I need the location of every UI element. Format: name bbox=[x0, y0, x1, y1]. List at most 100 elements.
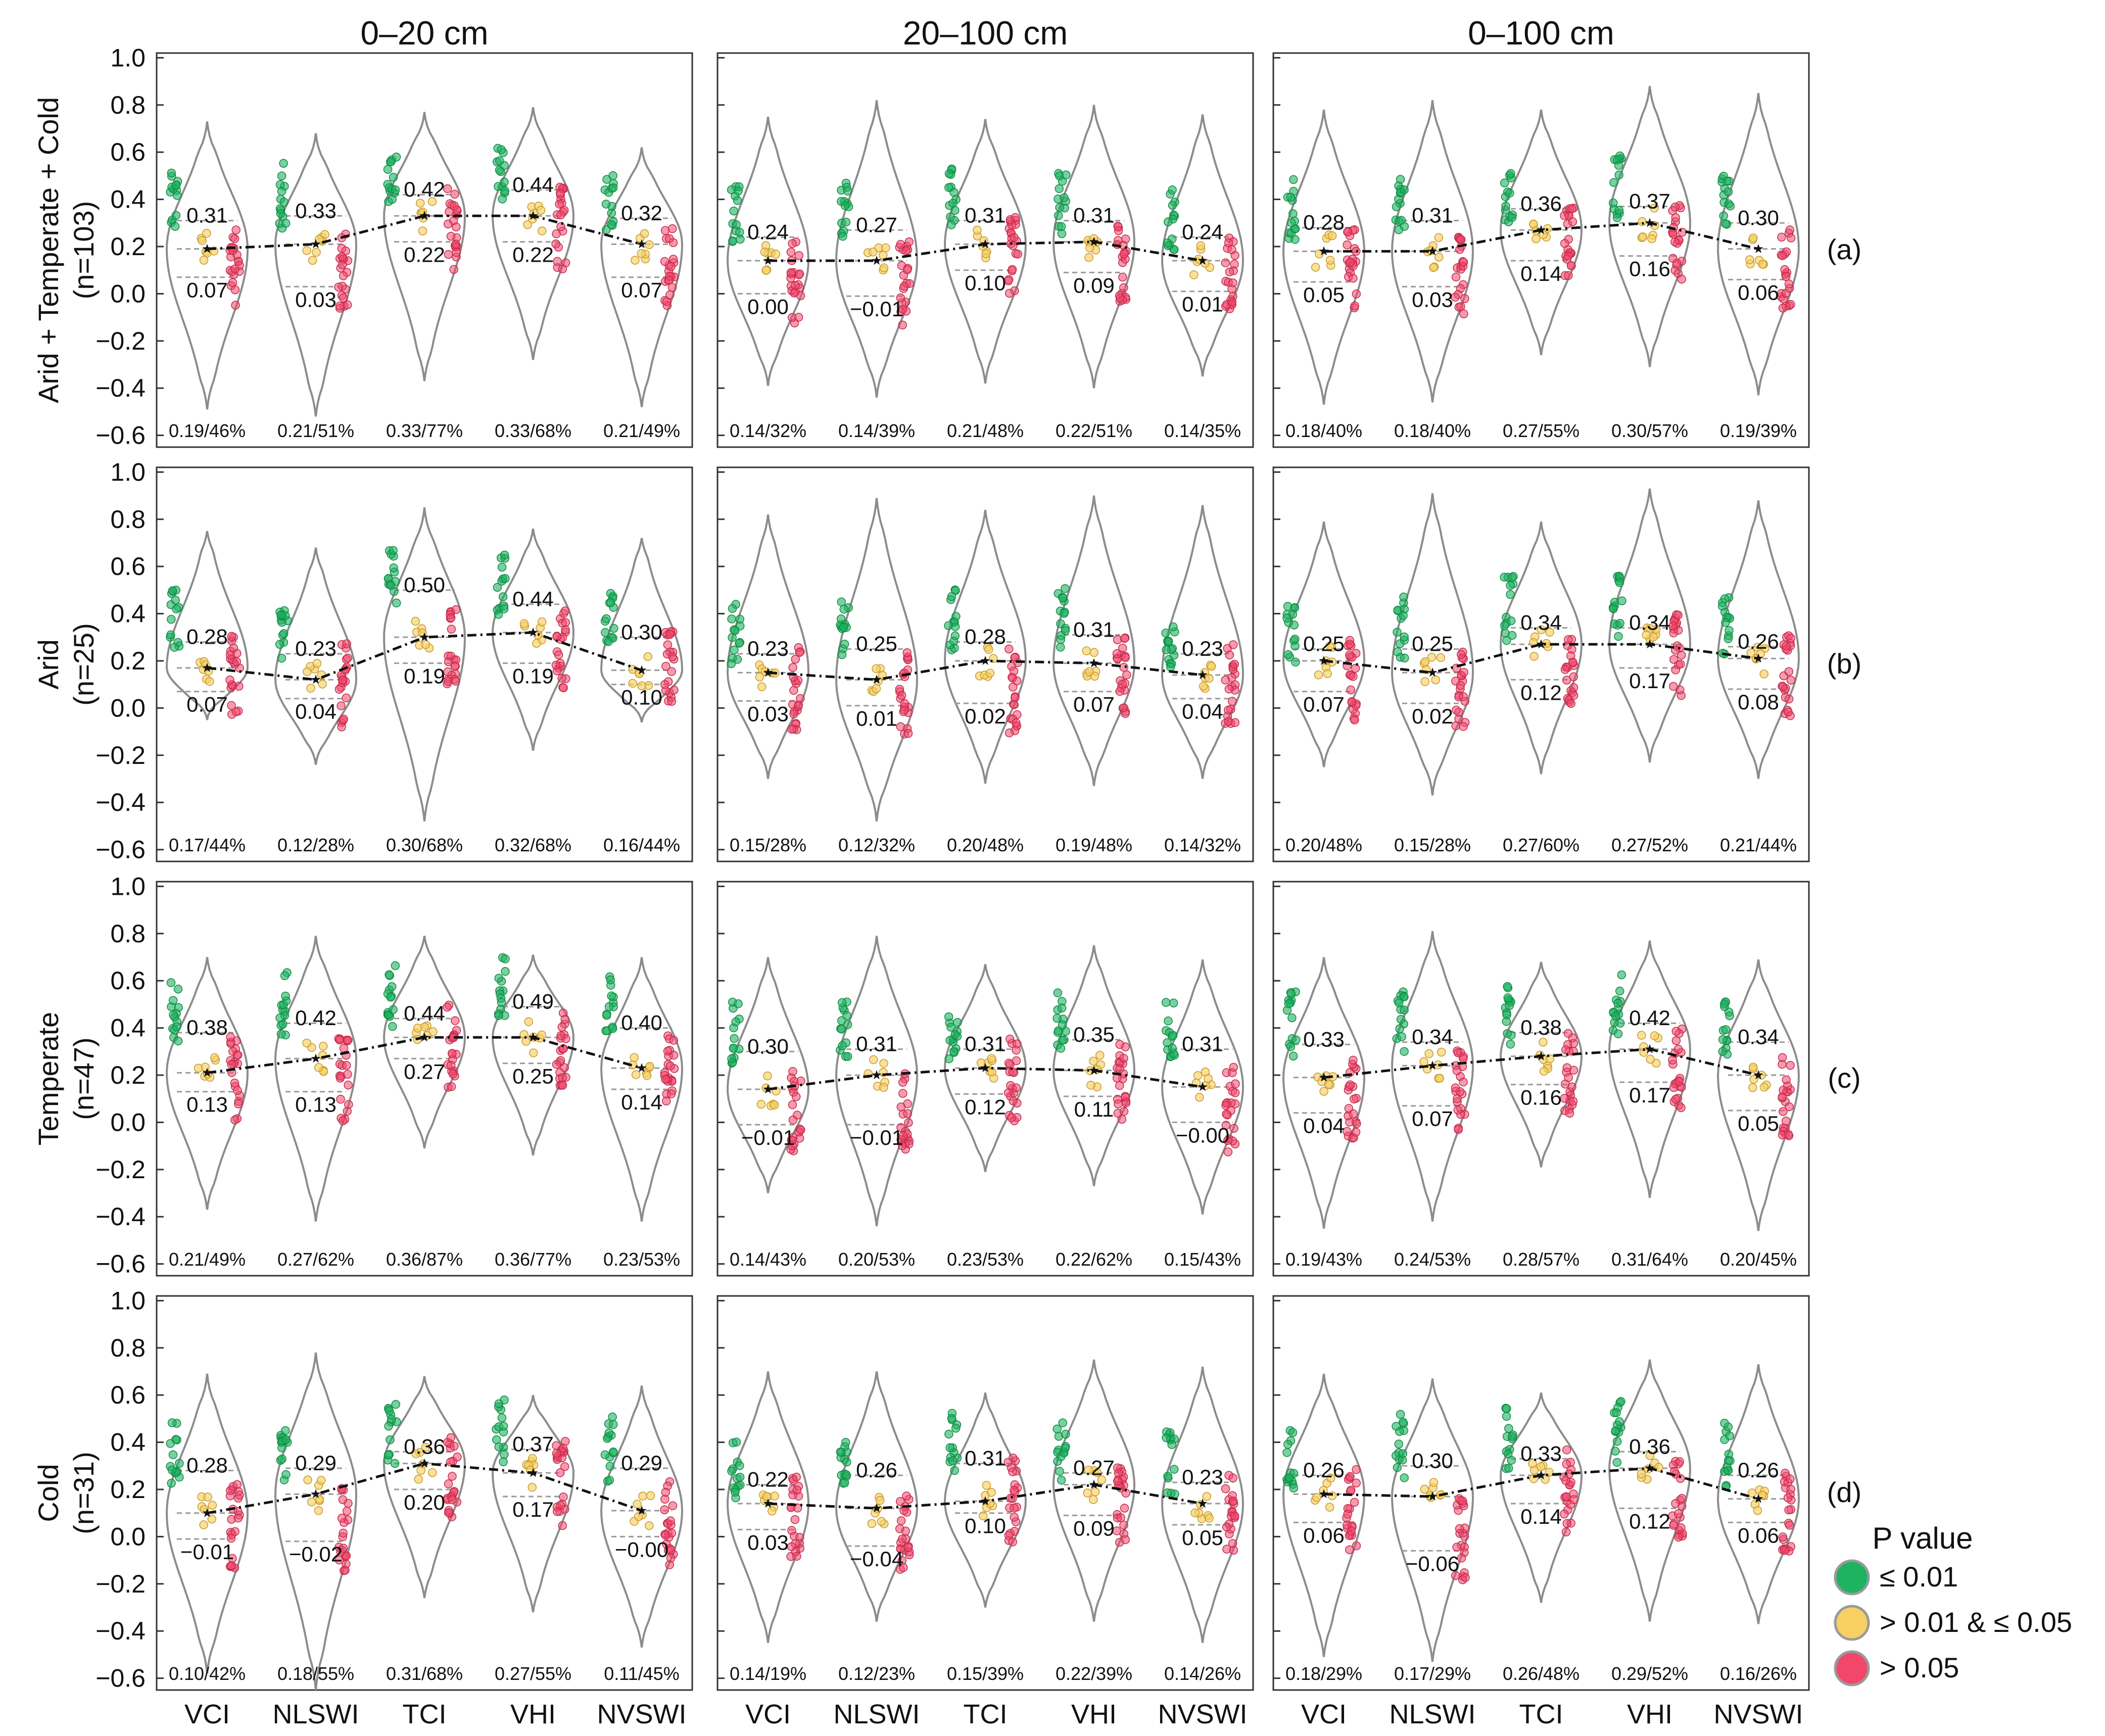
point-significant bbox=[1718, 1035, 1728, 1044]
point-nonsignificant bbox=[788, 1136, 797, 1145]
median-star bbox=[1645, 218, 1655, 227]
point-significant bbox=[731, 1017, 740, 1027]
point-nonsignificant bbox=[669, 686, 679, 695]
median-star bbox=[1319, 246, 1329, 256]
point-nonsignificant bbox=[235, 1490, 244, 1500]
point-significant bbox=[840, 201, 850, 210]
median-trend-line bbox=[1323, 643, 1759, 674]
point-significant bbox=[1058, 1418, 1068, 1427]
x-tick-label: NVSWI bbox=[1158, 1699, 1247, 1729]
point-significant bbox=[1503, 982, 1512, 991]
point-significant bbox=[277, 653, 286, 663]
point-moderate bbox=[645, 1062, 654, 1071]
point-nonsignificant bbox=[226, 1032, 235, 1042]
q1-label: 0.17 bbox=[512, 1498, 554, 1521]
point-nonsignificant bbox=[1669, 1521, 1678, 1530]
q3-label: 0.36 bbox=[404, 1434, 445, 1458]
median-star bbox=[419, 1032, 429, 1042]
point-significant bbox=[1503, 1029, 1512, 1038]
point-significant bbox=[1507, 573, 1517, 583]
point-nonsignificant bbox=[786, 248, 796, 257]
point-moderate bbox=[199, 1520, 208, 1529]
point-nonsignificant bbox=[1349, 1055, 1358, 1065]
point-nonsignificant bbox=[1221, 258, 1230, 267]
point-significant bbox=[1397, 1032, 1407, 1041]
point-nonsignificant bbox=[1229, 1063, 1238, 1072]
point-significant bbox=[836, 614, 846, 623]
point-nonsignificant bbox=[447, 624, 456, 634]
point-moderate bbox=[537, 1030, 546, 1040]
point-nonsignificant bbox=[1120, 634, 1129, 643]
q1-label: 0.03 bbox=[747, 1530, 789, 1554]
q1-label: 0.12 bbox=[1520, 681, 1562, 704]
median-star bbox=[1753, 244, 1763, 253]
point-significant bbox=[1288, 209, 1298, 218]
q3-label: 0.24 bbox=[747, 220, 789, 244]
violin-NLSWI bbox=[274, 133, 358, 417]
violin-NVSWI bbox=[600, 538, 683, 722]
point-moderate bbox=[1539, 1037, 1548, 1047]
point-nonsignificant bbox=[1012, 676, 1022, 686]
point-significant bbox=[1062, 170, 1071, 179]
point-moderate bbox=[1748, 1083, 1757, 1092]
point-significant bbox=[837, 998, 847, 1007]
point-moderate bbox=[411, 616, 420, 626]
point-significant bbox=[391, 961, 400, 971]
y-tick-label: −0.2 bbox=[95, 1570, 146, 1598]
point-significant bbox=[944, 169, 954, 178]
point-significant bbox=[1505, 188, 1514, 198]
violin-VHI bbox=[491, 107, 575, 360]
point-moderate bbox=[760, 248, 770, 257]
point-nonsignificant bbox=[1453, 1105, 1463, 1115]
point-nonsignificant bbox=[1352, 1541, 1361, 1551]
point-significant bbox=[727, 614, 736, 623]
point-significant bbox=[841, 1438, 850, 1447]
y-tick-label: −0.2 bbox=[95, 1155, 146, 1184]
y-tick-label: −0.2 bbox=[95, 327, 146, 355]
point-significant bbox=[389, 173, 398, 182]
point-nonsignificant bbox=[1010, 693, 1020, 702]
q1-label: 0.20 bbox=[404, 1490, 445, 1514]
point-significant bbox=[1726, 201, 1735, 211]
point-nonsignificant bbox=[1118, 680, 1127, 689]
stat-label: 0.14/19% bbox=[730, 1663, 806, 1684]
stat-label: 0.29/52% bbox=[1611, 1663, 1688, 1684]
q3-label: 0.33 bbox=[1303, 1027, 1345, 1051]
point-significant bbox=[385, 1406, 394, 1415]
point-nonsignificant bbox=[1351, 663, 1360, 673]
q3-label: 0.40 bbox=[621, 1011, 662, 1035]
q3-label: 0.23 bbox=[295, 637, 337, 660]
point-significant bbox=[1614, 206, 1624, 215]
point-nonsignificant bbox=[1677, 274, 1686, 284]
point-significant bbox=[1289, 175, 1298, 184]
point-significant bbox=[170, 222, 180, 231]
point-nonsignificant bbox=[1568, 217, 1577, 226]
q1-label: 0.22 bbox=[512, 243, 554, 267]
x-tick-label: NVSWI bbox=[1713, 1699, 1803, 1729]
point-moderate bbox=[631, 1070, 641, 1079]
point-moderate bbox=[1539, 230, 1548, 239]
y-tick-label: 0.6 bbox=[110, 967, 146, 995]
point-significant bbox=[1609, 178, 1618, 187]
point-moderate bbox=[1327, 231, 1337, 240]
point-nonsignificant bbox=[1009, 1485, 1019, 1495]
point-nonsignificant bbox=[1231, 1079, 1240, 1088]
point-nonsignificant bbox=[339, 1544, 348, 1553]
violin-VCI bbox=[726, 514, 810, 779]
point-significant bbox=[947, 220, 956, 229]
stat-label: 0.32/68% bbox=[495, 835, 571, 855]
point-nonsignificant bbox=[559, 683, 568, 693]
stat-label: 0.16/26% bbox=[1720, 1663, 1797, 1684]
point-significant bbox=[951, 612, 961, 621]
point-nonsignificant bbox=[1668, 621, 1678, 631]
point-significant bbox=[389, 563, 398, 572]
point-significant bbox=[386, 157, 396, 166]
q1-label: 0.03 bbox=[295, 287, 337, 311]
point-significant bbox=[494, 1399, 504, 1409]
median-star bbox=[202, 663, 212, 672]
q1-label: −0.02 bbox=[289, 1542, 343, 1566]
point-moderate bbox=[1196, 241, 1206, 251]
point-significant bbox=[171, 211, 181, 220]
median-star bbox=[419, 632, 429, 642]
point-significant bbox=[500, 177, 509, 187]
